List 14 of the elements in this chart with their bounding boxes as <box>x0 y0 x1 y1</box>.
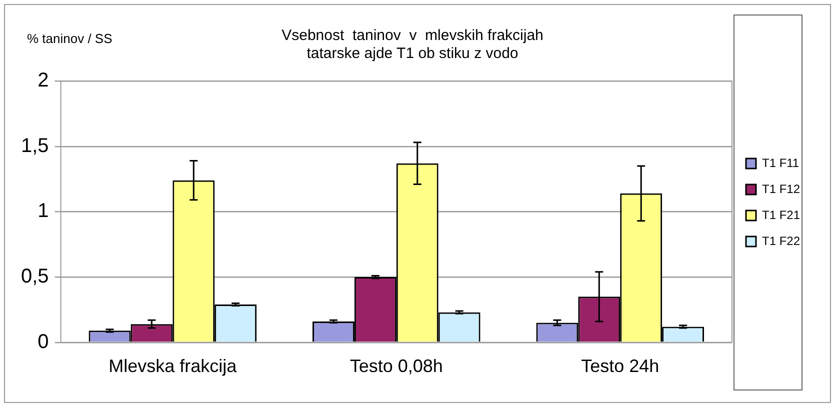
y-tick-label: 1,5 <box>20 134 49 157</box>
legend-label: T1 F22 <box>762 234 800 248</box>
y-tick-label: 2 <box>38 70 49 92</box>
legend-label: T1 F11 <box>762 156 800 170</box>
x-tick-label: Testo 24h <box>581 356 660 376</box>
y-tick-label: 0,5 <box>20 266 49 288</box>
chart-title: Vsebnost taninov v mlevskih frakcijah tatarske ajde T1 ob stiku z vodo <box>282 27 544 62</box>
y-axis-title: % taninov / SS <box>27 31 113 46</box>
y-tick-label: 1 <box>38 200 49 222</box>
legend-label: T1 F21 <box>762 208 800 222</box>
legend-label: T1 F12 <box>762 182 800 196</box>
y-tick-label: 0 <box>38 330 49 353</box>
x-tick-label: Mlevska frakcija <box>108 356 238 376</box>
x-tick-label: Testo 0,08h <box>350 356 443 376</box>
